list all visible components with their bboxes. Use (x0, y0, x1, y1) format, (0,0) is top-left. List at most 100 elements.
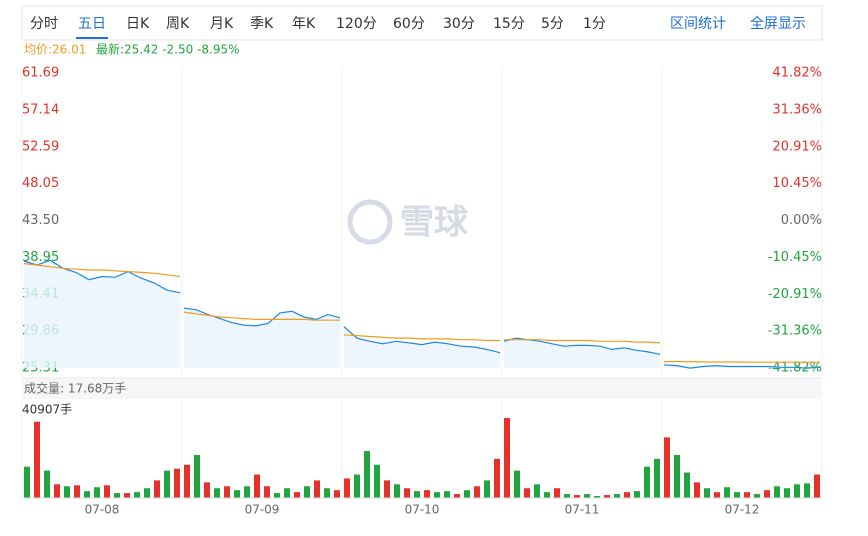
volume-bar (174, 468, 180, 498)
avg-line (23, 262, 181, 278)
volume-bar (794, 484, 800, 498)
link[interactable]: 全屏显示 (750, 15, 806, 32)
volume-bar (234, 490, 240, 498)
x-tick-label: 07-10 (405, 503, 440, 517)
price-line (663, 364, 821, 369)
volume-title: 成交量: 17.68万手 (24, 381, 126, 396)
volume-bar (524, 488, 530, 498)
volume-bar (454, 494, 460, 498)
volume-bar (544, 492, 550, 498)
volume-bar (84, 491, 90, 498)
volume-bar (484, 480, 490, 498)
tab[interactable]: 五日 (78, 16, 106, 32)
avg-line (343, 334, 500, 342)
y2-tick-label: -10.45% (768, 250, 822, 265)
link[interactable]: 区间统计 (670, 16, 726, 32)
avg-line (504, 339, 661, 344)
volume-bar (764, 490, 770, 498)
tab[interactable]: 分时 (30, 16, 58, 32)
volume-bar (74, 485, 80, 498)
volume-bar (304, 486, 310, 498)
tab[interactable]: 60分 (393, 16, 425, 32)
x-tick-label: 07-08 (85, 503, 120, 517)
y2-tick-label: 31.36% (772, 102, 822, 117)
price-area (344, 326, 500, 368)
volume-bar (464, 490, 470, 498)
volume-bar (684, 472, 690, 498)
watermark: 雪球 (347, 199, 469, 245)
volume-bar (324, 488, 330, 498)
volume-bar (814, 474, 820, 498)
volume-bar (784, 488, 790, 498)
volume-bar (394, 484, 400, 498)
tab[interactable]: 年K (292, 16, 316, 32)
price-area (504, 338, 660, 368)
tab[interactable]: 5分 (541, 16, 564, 32)
volume-bar (424, 490, 430, 498)
volume-bar (34, 421, 40, 498)
volume-bar (334, 490, 340, 498)
y2-tick-label: 41.82% (772, 66, 822, 81)
volume-bar (284, 488, 290, 498)
latest-label: 最新:25.42 -2.50 -8.95% (96, 42, 240, 57)
volume-bar (364, 451, 370, 498)
volume-bar (694, 482, 700, 498)
watermark-text: 雪球 (400, 203, 469, 243)
x-tick-label: 07-12 (725, 503, 760, 517)
volume-bar (94, 487, 100, 498)
volume-bar (414, 491, 420, 498)
tab[interactable]: 日K (126, 16, 150, 32)
price-line (343, 326, 501, 354)
tab[interactable]: 30分 (443, 16, 475, 32)
tab[interactable]: 周K (166, 16, 190, 32)
price-line (23, 259, 181, 294)
volume-header-bg (22, 379, 822, 399)
volume-bar (64, 486, 70, 498)
volume-bar (294, 492, 300, 498)
volume-bar (54, 484, 60, 498)
volume-bar (664, 437, 670, 498)
volume-bar (604, 495, 610, 498)
volume-bar (714, 492, 720, 498)
volume-bar (744, 492, 750, 498)
volume-bar (734, 492, 740, 498)
volume-bar (584, 494, 590, 498)
volume-bar (44, 470, 50, 498)
volume-bar (314, 480, 320, 498)
volume-bar (804, 483, 810, 498)
volume-bar (614, 494, 620, 498)
tab[interactable]: 1分 (583, 16, 606, 32)
volume-bar (474, 486, 480, 498)
volume-bar (494, 458, 500, 498)
y2-tick-label: 0.00% (781, 213, 822, 228)
volume-bar (654, 458, 660, 498)
volume-bar (724, 487, 730, 498)
volume-tick-label: 40907手 (22, 403, 72, 417)
tab[interactable]: 月K (210, 16, 234, 32)
tab[interactable]: 15分 (493, 16, 525, 32)
volume-bar (274, 493, 280, 498)
volume-bar (514, 470, 520, 498)
volume-bar (244, 486, 250, 498)
tab[interactable]: 120分 (336, 16, 377, 32)
tab-bar (21, 5, 823, 41)
volume-bar (504, 418, 510, 498)
x-tick-label: 07-11 (565, 503, 600, 517)
tab[interactable]: 季K (250, 16, 274, 32)
volume-bar (704, 488, 710, 498)
volume-bar (774, 486, 780, 498)
price-area (184, 308, 340, 368)
y2-tick-label: -20.91% (768, 287, 822, 302)
y-tick-label: 48.05 (22, 176, 59, 191)
volume-bar (594, 496, 600, 498)
volume-bar (344, 478, 350, 498)
volume-bar (444, 491, 450, 498)
volume-bar (534, 484, 540, 498)
y2-tick-label: 20.91% (772, 139, 822, 154)
volume-bar (384, 480, 390, 498)
volume-bar (164, 470, 170, 498)
volume-bar (24, 466, 30, 498)
volume-bar (154, 480, 160, 498)
volume-bar (254, 474, 260, 498)
